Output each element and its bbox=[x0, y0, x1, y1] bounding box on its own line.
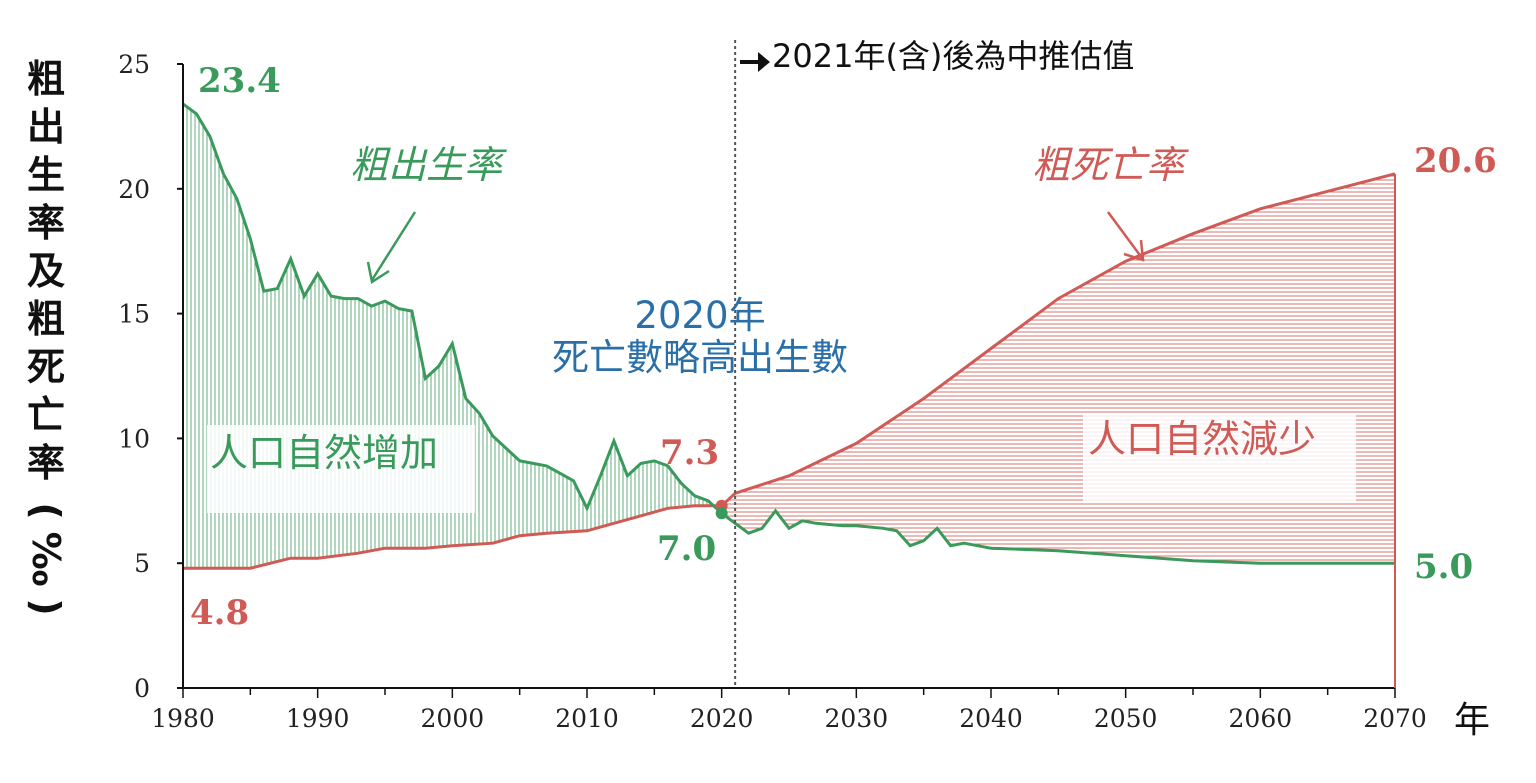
y-axis-label-char: ) bbox=[24, 598, 68, 615]
death-2020-value: 7.3 bbox=[660, 433, 719, 473]
birth-2020-value: 7.0 bbox=[657, 529, 716, 569]
x-tick-label: 2040 bbox=[959, 704, 1023, 733]
y-axis-label-char: 粗 bbox=[27, 297, 65, 341]
chart-areas bbox=[182, 103, 1395, 569]
x-tick-label: 2010 bbox=[555, 704, 619, 733]
x-tick-label: 2060 bbox=[1229, 704, 1293, 733]
projection-note: 2021年(含)後為中推估值 bbox=[772, 37, 1134, 75]
birth-end-value: 5.0 bbox=[1414, 547, 1473, 587]
y-tick-label: 5 bbox=[134, 549, 150, 578]
y-axis-label-char: 亡 bbox=[27, 393, 65, 437]
decrease-label-bg bbox=[1083, 415, 1356, 501]
y-axis-label-char: 粗 bbox=[27, 57, 65, 101]
decrease-region-label: 人口自然減少 bbox=[1088, 417, 1316, 461]
chart-lines bbox=[182, 102, 1396, 570]
birth-series-label: 粗出生率 bbox=[350, 143, 507, 187]
birth-start-value: 23.4 bbox=[198, 61, 281, 101]
y-axis-label-char: ( bbox=[24, 502, 68, 519]
annotation-2020-line2: 死亡數略高出生數 bbox=[552, 336, 848, 379]
death-end-value: 20.6 bbox=[1414, 141, 1497, 181]
y-tick-label: 0 bbox=[134, 674, 150, 703]
y-tick-label: 10 bbox=[118, 424, 150, 453]
y-axis-label-char: 出 bbox=[27, 105, 65, 149]
birth-rate-line bbox=[182, 102, 1395, 565]
birth-label-arrow bbox=[370, 211, 417, 281]
x-tick-label: 1980 bbox=[151, 704, 215, 733]
y-tick-label: 15 bbox=[118, 300, 150, 329]
x-tick-label: 2070 bbox=[1363, 704, 1427, 733]
death-label-arrowhead bbox=[1123, 239, 1145, 262]
x-tick-label: 2020 bbox=[690, 704, 754, 733]
x-tick-label: 2000 bbox=[421, 704, 485, 733]
annotation-2020-line1: 2020年 bbox=[634, 294, 765, 337]
y-axis-label-char: 生 bbox=[27, 153, 65, 197]
death-series-label: 粗死亡率 bbox=[1032, 143, 1189, 187]
death-start-value: 4.8 bbox=[190, 593, 249, 633]
death-label-arrow bbox=[1106, 211, 1144, 259]
birth-label-arrowhead bbox=[366, 261, 390, 285]
y-axis-label-char: 及 bbox=[27, 249, 65, 293]
y-tick-label: 20 bbox=[118, 175, 150, 204]
x-tick-label: 1990 bbox=[286, 704, 350, 733]
y-axis-label-char: 率 bbox=[27, 441, 65, 485]
x-tick-label: 2030 bbox=[825, 704, 889, 733]
death-rate-line bbox=[183, 172, 1396, 570]
y-axis-label-char: 率 bbox=[27, 201, 65, 245]
x-axis-unit: 年 bbox=[1454, 700, 1490, 741]
x-tick-label: 2050 bbox=[1094, 704, 1158, 733]
increase-label-bg bbox=[207, 425, 475, 513]
chart-axes bbox=[177, 40, 1396, 698]
increase-region-label: 人口自然增加 bbox=[210, 431, 438, 475]
y-axis-label-char: 死 bbox=[27, 345, 65, 389]
projection-arrow-icon bbox=[740, 52, 770, 72]
chart-texts: 0 5 10 15 20 25 1980 1990 2000 2010 2020 2030 2040 20… bbox=[24, 37, 1497, 741]
y-tick-label: 25 bbox=[118, 50, 150, 79]
birth-2020-marker bbox=[715, 507, 728, 520]
y-axis-label-char: ‰ bbox=[24, 532, 68, 587]
